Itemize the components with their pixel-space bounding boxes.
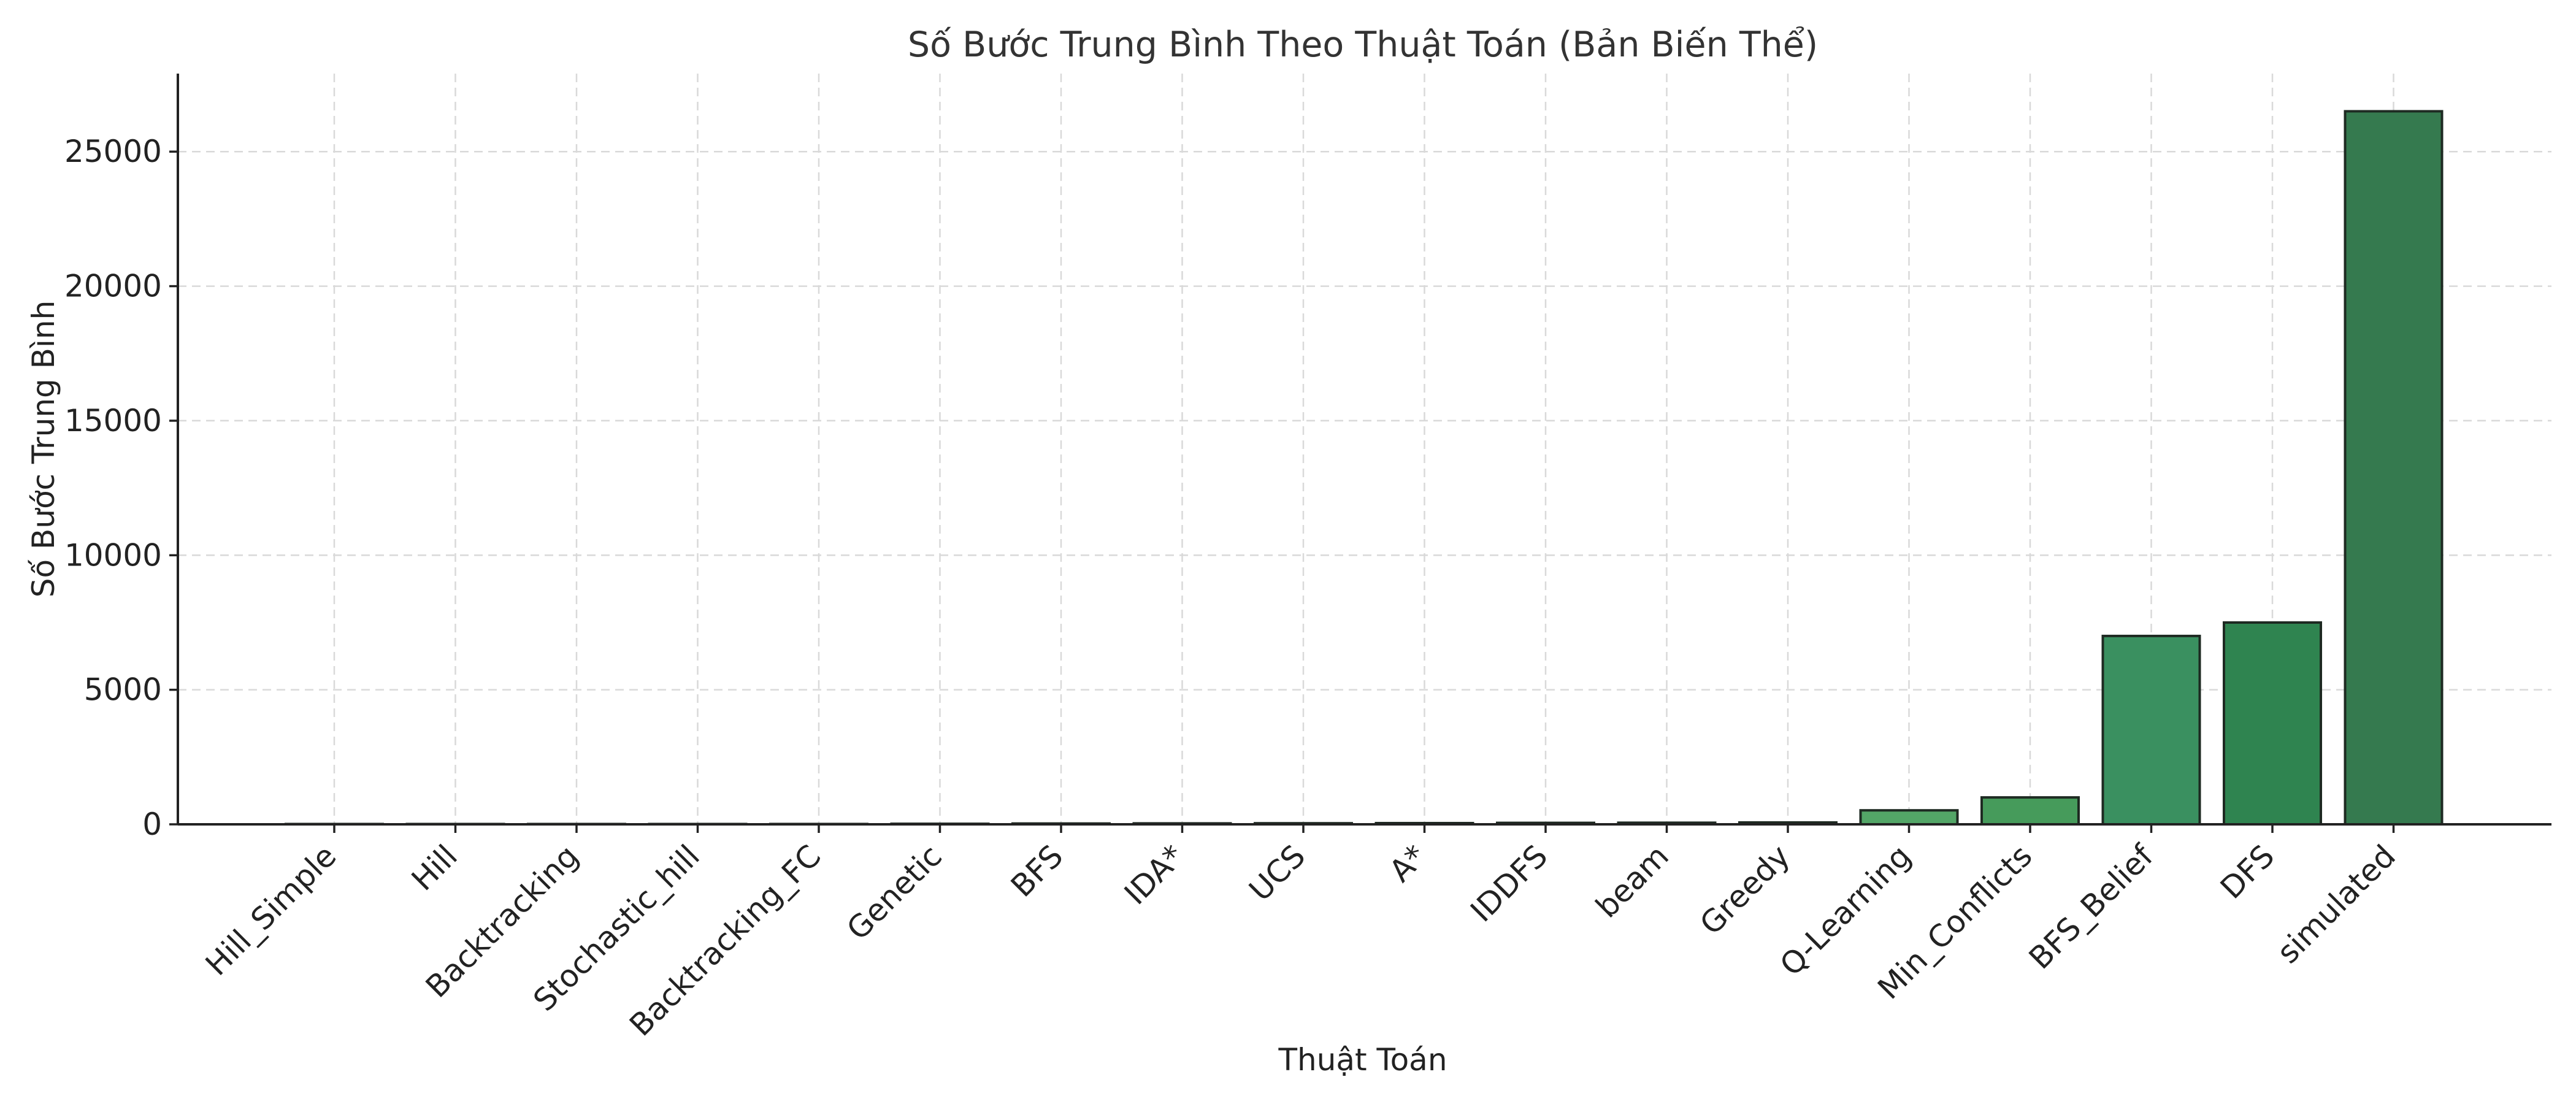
y-tick-label: 25000	[64, 134, 162, 169]
x-tick-label: UCS	[1242, 838, 1312, 908]
x-tick-label: Hill	[405, 838, 464, 897]
bar-min-conflicts	[1980, 796, 2080, 826]
bars	[285, 110, 2444, 826]
x-tick-label: DFS	[2214, 838, 2281, 905]
bar-bfs-belief	[2101, 634, 2201, 826]
bar-simulated	[2344, 110, 2444, 826]
x-tick-label: beam	[1589, 838, 1676, 924]
x-axis-label: Thuật Toán	[1278, 1042, 1447, 1078]
x-tick-label: IDDFS	[1463, 838, 1554, 929]
y-tick-label: 20000	[64, 269, 162, 304]
y-axis-label: Số Bước Trung Bình	[26, 301, 61, 598]
x-ticks: Hill_Simple HillBacktrackingStochastic_hi…	[199, 824, 2402, 1043]
chart-title: Số Bước Trung Bình Theo Thuật Toán (Bản …	[908, 25, 1818, 65]
bar-dfs	[2223, 621, 2322, 826]
x-tick-label: Greedy	[1693, 838, 1796, 941]
x-tick-label: IDA*	[1117, 838, 1191, 911]
y-tick-label: 5000	[84, 672, 162, 708]
x-tick-label: Hill_Simple	[199, 838, 343, 982]
x-tick-label: simulated	[2270, 838, 2402, 970]
bar-q-learning	[1859, 809, 1959, 826]
x-tick-label: Genetic	[840, 838, 949, 946]
axes	[177, 74, 2551, 826]
y-ticks: 0 5000 10000 15000 20000 25000	[64, 134, 178, 842]
x-tick-label: BFS_Belief	[2022, 837, 2161, 976]
y-tick-label: 15000	[64, 403, 162, 439]
x-tick-label: BFS	[1004, 838, 1070, 903]
y-tick-label: 10000	[64, 537, 162, 573]
x-tick-label: A*	[1382, 838, 1433, 889]
y-tick-label: 0	[142, 807, 162, 842]
